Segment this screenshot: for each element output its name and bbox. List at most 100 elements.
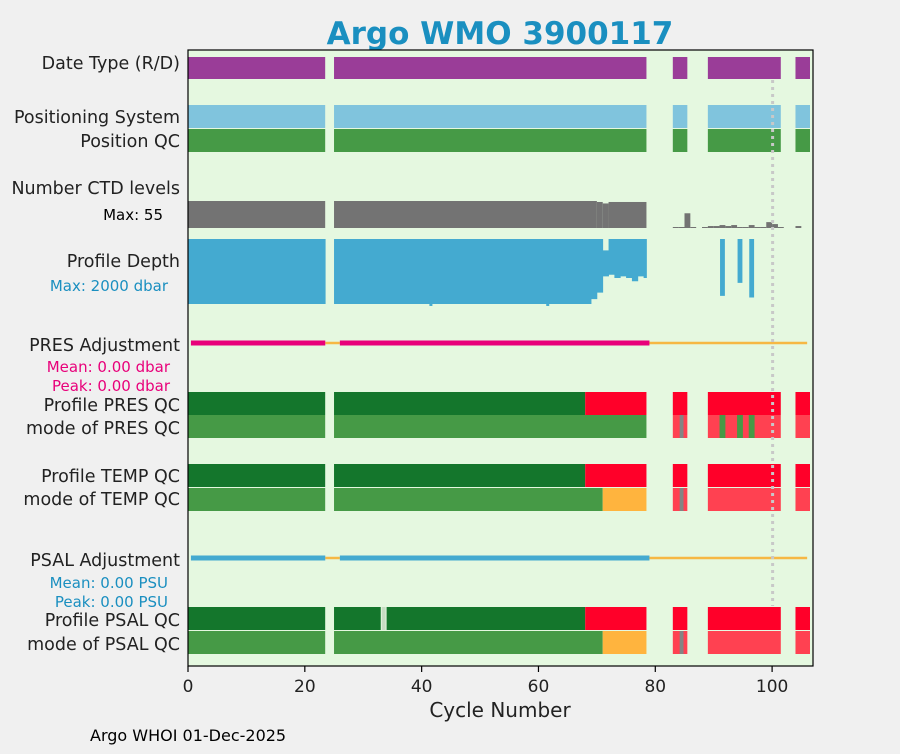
ctd-levels-bar <box>678 227 685 228</box>
profile-depth-bar <box>445 239 452 304</box>
profile-depth-bar <box>491 239 498 304</box>
profile-depth-bar <box>555 239 563 304</box>
profile-depth-bar <box>217 239 224 304</box>
profile-depth-bar <box>188 239 195 304</box>
profile-depth-bar <box>631 239 639 282</box>
profile-depth-bar <box>474 239 481 304</box>
row-label-ctd-levels: Number CTD levels <box>11 179 180 199</box>
mode-temp-qc-bar <box>602 488 647 511</box>
profile-depth-bar <box>263 239 271 304</box>
mode-pres-qc-bar <box>679 415 684 438</box>
ctd-levels-bar <box>725 226 732 228</box>
profile-depth-bar <box>427 239 434 304</box>
mode-temp-qc-bar <box>795 488 810 511</box>
positioning-system-bar <box>795 105 810 128</box>
profile-depth-bar <box>550 239 557 304</box>
profile-depth-bar <box>351 239 358 304</box>
profile-depth-bar <box>626 239 633 278</box>
profile-depth-bar <box>579 239 586 304</box>
profile-depth-bar <box>199 239 206 304</box>
profile-pres-qc-bar <box>707 392 781 415</box>
ctd-levels-bar <box>766 222 773 228</box>
profile-psal-qc-bar <box>381 607 386 630</box>
profile-depth-notch <box>546 304 550 306</box>
profile-pres-qc-bar <box>672 392 688 415</box>
profile-depth-bar <box>421 239 428 304</box>
mode-temp-qc-bar <box>188 488 326 511</box>
profile-psal-qc-bar <box>334 607 381 630</box>
ctd-levels-bar <box>754 227 761 228</box>
mode-pres-qc-bar <box>707 415 781 438</box>
row-label-pres-adjustment: PRES Adjustment <box>29 336 180 356</box>
profile-depth-bar <box>398 239 405 304</box>
datetype-bar <box>795 57 810 79</box>
profile-pres-qc-bar <box>334 392 586 415</box>
profile-depth-bar <box>298 239 306 304</box>
profile-depth-bar <box>503 239 510 304</box>
profile-depth-bar <box>193 239 201 304</box>
mode-psal-qc-bar <box>679 631 684 654</box>
profile-psal-qc-bar <box>707 607 781 630</box>
profile-depth-bar <box>544 239 551 304</box>
psal-peak-annotation: Peak: 0.00 PSU <box>55 593 168 611</box>
plot-frame <box>187 49 814 667</box>
profile-depth-bar <box>339 239 347 304</box>
profile-depth-bar <box>643 239 647 278</box>
datetype-bar <box>334 57 647 79</box>
mode-temp-qc-bar <box>679 488 684 511</box>
profile-depth-bar <box>287 239 294 304</box>
ctd-levels-bar <box>731 225 738 228</box>
profile-depth-bar <box>462 239 469 304</box>
row-label-psal-adjustment: PSAL Adjustment <box>30 551 180 571</box>
profile-psal-qc-bar <box>795 607 810 630</box>
profile-depth-bar <box>573 239 580 304</box>
profile-depth-bar <box>567 239 574 304</box>
profile-temp-qc-bar <box>334 464 586 487</box>
x-tick-label: 0 <box>183 677 194 697</box>
profile-temp-qc-bar <box>795 464 810 487</box>
profile-pres-qc-bar <box>188 392 326 415</box>
ctd-levels-bar <box>707 226 714 228</box>
positioning-system-bar <box>672 105 688 128</box>
profile-psal-qc-bar <box>672 607 688 630</box>
profile-depth-bar <box>246 239 253 304</box>
profile-temp-qc-bar <box>707 464 781 487</box>
profile-depth-bar <box>240 239 247 304</box>
ctd-levels-bar <box>690 227 697 228</box>
ctd-levels-bar <box>719 225 726 228</box>
profile-pres-qc-bar <box>585 392 647 415</box>
profile-depth-bar <box>608 239 615 275</box>
profile-depth-bar <box>526 239 534 304</box>
mode-psal-qc-bar <box>334 631 603 654</box>
pres-peak-annotation: Peak: 0.00 dbar <box>52 377 171 395</box>
ctd-levels-bar <box>742 227 749 228</box>
position-qc-bar <box>672 129 688 152</box>
profile-depth-bar <box>520 239 528 304</box>
profile-depth-bar <box>310 239 317 304</box>
mode-psal-qc-bar <box>795 631 810 654</box>
profile-depth-bar <box>720 239 725 296</box>
profile-depth-bar <box>515 239 522 304</box>
profile-depth-bar <box>485 239 493 304</box>
datetype-bar <box>707 57 781 79</box>
mode-psal-qc-bar <box>188 631 326 654</box>
profile-depth-bar <box>258 239 265 304</box>
position-qc-bar <box>707 129 781 152</box>
x-tick-label: 80 <box>644 677 666 697</box>
profile-depth-bar <box>737 239 743 283</box>
row-label-profile-depth: Profile Depth <box>67 252 180 272</box>
mode-pres-qc-bar <box>795 415 810 438</box>
row-label-positioning-system: Positioning System <box>14 108 180 128</box>
positioning-system-bar <box>188 105 326 128</box>
profile-temp-qc-bar <box>188 464 326 487</box>
profile-depth-bar <box>456 239 463 304</box>
ctd-levels-bar <box>777 227 784 228</box>
profile-pres-qc-bar <box>795 392 810 415</box>
mode-pres-qc-bar <box>719 415 726 438</box>
datetype-bar <box>672 57 688 79</box>
profile-depth-bar <box>304 239 312 304</box>
row-label-mode-pres-qc: mode of PRES QC <box>26 419 180 439</box>
pres-mean-annotation: Mean: 0.00 dbar <box>47 358 171 376</box>
